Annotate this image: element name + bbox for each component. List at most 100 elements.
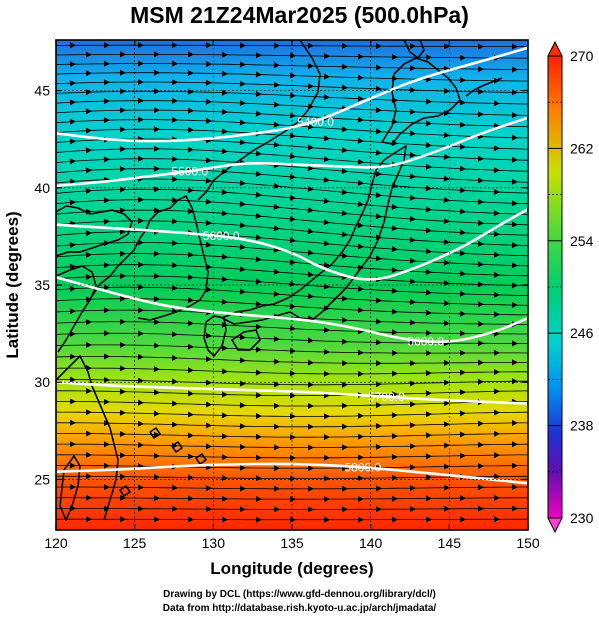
wind-arrow [239,334,246,341]
wind-arrow [512,505,518,512]
wind-arrow [459,187,466,194]
wind-arrow [154,145,160,152]
wind-arrow [255,278,262,285]
wind-arrow [103,79,110,86]
wind-arrow [341,63,348,70]
wind-arrow [187,432,194,439]
wind-arrow [86,494,92,501]
wind-arrow [239,357,246,364]
wind-arrow [410,360,416,367]
wind-arrow [273,268,280,275]
wind-arrow [274,42,280,49]
y-tick-label: 35 [34,277,50,293]
wind-arrow [512,441,518,448]
wind-arrow [120,473,126,480]
x-tick-label: 140 [359,535,383,551]
wind-arrow [273,81,280,88]
wind-arrow [205,286,212,293]
wind-arrow [324,53,330,60]
wind-arrow [425,163,432,170]
wind-arrow [119,166,126,173]
wind-arrow [443,88,450,94]
wind-arrow [308,403,314,409]
wind-arrow [289,112,296,119]
wind-arrow [171,331,178,338]
wind-arrow [154,207,160,214]
wind-arrow [443,421,450,428]
wind-arrow [358,370,364,377]
wind-arrow [409,319,416,326]
wind-arrow [376,485,382,492]
wind-arrow [153,296,160,302]
wind-arrow [425,432,432,439]
wind-arrow [341,338,348,345]
wind-arrow [391,329,398,336]
y-axis-ticks: 25 30 35 40 45 [34,83,528,487]
wind-arrow [222,475,228,481]
wind-arrow [119,146,126,153]
colorbar-label: 230 [570,510,594,526]
wind-arrow [512,378,518,385]
wind-arrow [206,506,212,513]
wind-arrow [154,51,160,58]
streamline [56,158,528,183]
streamline [56,465,528,469]
wind-arrow [138,217,144,224]
wind-arrow [273,291,280,297]
wind-arrow [477,301,484,308]
wind-arrow [256,413,262,419]
wind-arrow [172,97,178,104]
wind-arrow [69,138,76,145]
credits: Drawing by DCL (https://www.gfd-dennou.o… [0,588,599,616]
wind-arrow [171,421,178,428]
wind-arrow [308,381,314,388]
wind-arrow [376,506,382,513]
wind-arrow [205,356,212,363]
height-contour-label: 5800.0 [344,460,381,474]
wind-arrow [255,91,262,97]
wind-arrow [290,496,296,503]
wind-arrow [459,310,466,317]
wind-arrow [358,516,364,523]
y-tick-label: 45 [34,83,50,99]
wind-arrow [308,506,314,513]
wind-arrow [290,434,296,441]
wind-arrow [307,293,314,300]
wind-arrow [273,358,280,365]
wind-arrow [459,229,466,236]
wind-arrow [357,116,364,123]
wind-arrow [172,505,178,512]
wind-arrow [255,323,262,330]
wind-arrow [171,176,178,183]
wind-arrow [324,516,330,523]
wind-arrow [205,157,212,164]
wind-arrow [425,185,432,192]
wind-arrow [425,206,432,213]
wind-arrow [138,155,144,162]
wind-arrow [289,281,296,287]
credit-drawing: Drawing by DCL (https://www.gfd-dennou.o… [163,589,436,600]
wind-arrow [86,430,92,437]
wind-arrow [444,484,450,491]
streamline [56,44,528,47]
wind-arrow [205,422,212,429]
wind-arrow [137,353,144,360]
wind-arrow [512,420,518,426]
wind-arrow [138,97,144,104]
y-axis-title: Latitude (degrees) [3,211,22,358]
wind-arrow [512,462,518,469]
x-axis-ticks: 120 125 130 135 140 145 150 [44,40,540,551]
wind-arrow [323,305,330,312]
wind-arrow [511,112,518,119]
wind-arrow [391,454,398,460]
wind-arrow [358,349,364,356]
wind-arrow [221,276,228,283]
wind-arrow [104,376,110,383]
colorbar-ticks: 270 262 254 246 238 230 [548,48,594,526]
wind-arrow [511,178,518,185]
wind-arrow [323,94,330,101]
wind-arrow [172,60,178,67]
wind-arrow [494,430,500,437]
wind-arrow [410,43,416,50]
wind-arrow [221,253,228,260]
